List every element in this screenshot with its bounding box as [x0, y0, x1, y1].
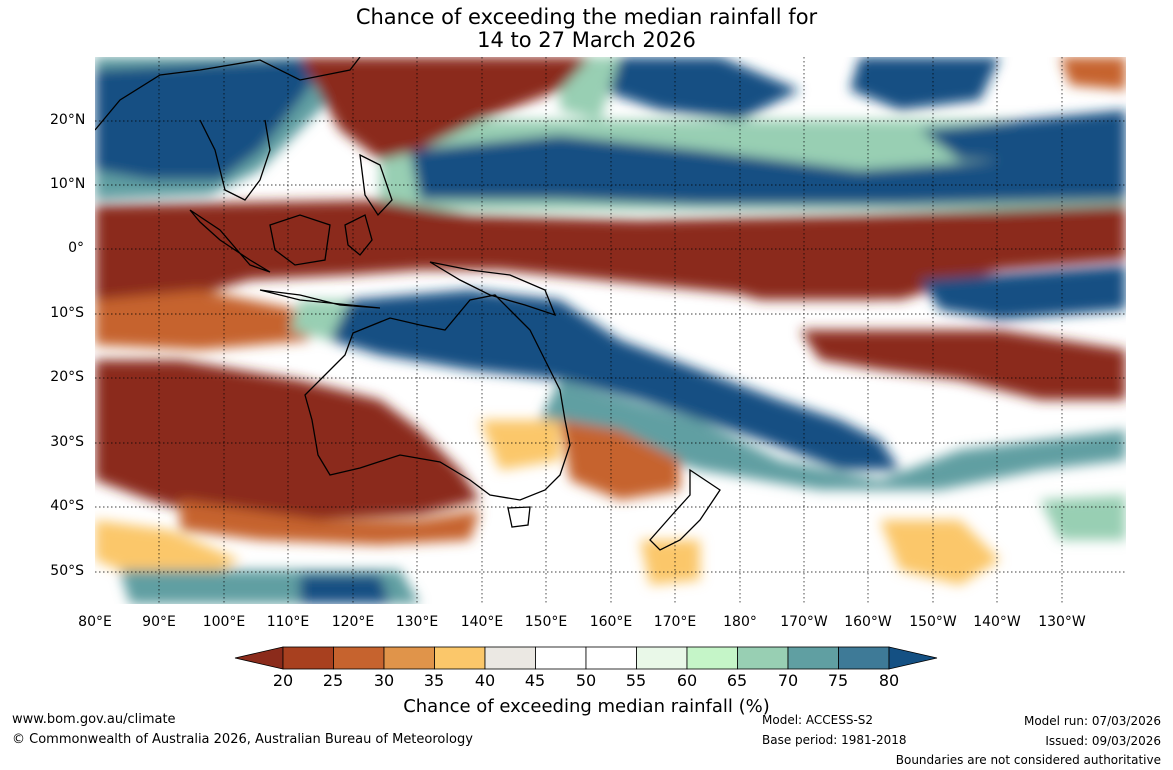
lat-label-50s: 50°S — [50, 563, 84, 579]
colorbar-extend-high — [888, 646, 938, 670]
lon-label-160w: 160°W — [844, 614, 892, 630]
lon-label-130e: 130°E — [395, 614, 439, 630]
boundaries-disclaimer: Boundaries are not considered authoritat… — [895, 753, 1161, 767]
lon-label-140e: 140°E — [460, 614, 504, 630]
lon-label-120e: 120°E — [331, 614, 375, 630]
colorbar-tick-45: 45 — [524, 671, 546, 690]
colorbar-tick-80: 80 — [878, 671, 900, 690]
base-period: Base period: 1981-2018 — [762, 733, 907, 747]
colorbar-swatch — [282, 646, 334, 670]
lon-label-140w: 140°W — [973, 614, 1021, 630]
colorbar-swatch — [737, 646, 789, 670]
colorbar-swatch — [535, 646, 587, 670]
colorbar-tick-75: 75 — [827, 671, 849, 690]
lat-label-20s: 20°S — [50, 369, 84, 385]
colorbar-tick-55: 55 — [625, 671, 647, 690]
colorbar-swatch — [636, 646, 688, 670]
colorbar-tick-65: 65 — [726, 671, 748, 690]
copyright-text: © Commonwealth of Australia 2026, Austra… — [12, 732, 473, 747]
lon-label-150e: 150°E — [524, 614, 568, 630]
lat-label-40s: 40°S — [50, 498, 84, 514]
colorbar-swatch — [333, 646, 385, 670]
lat-label-20n: 20°N — [50, 112, 86, 128]
website-url[interactable]: www.bom.gov.au/climate — [12, 712, 176, 727]
lon-label-180: 180° — [723, 614, 757, 630]
lon-label-90e: 90°E — [142, 614, 176, 630]
lon-label-160e: 160°E — [589, 614, 633, 630]
colorbar-swatch — [787, 646, 839, 670]
map-title-line2: 14 to 27 March 2026 — [477, 28, 696, 52]
colorbar-tick-50: 50 — [575, 671, 597, 690]
colorbar-tick-25: 25 — [322, 671, 344, 690]
lat-label-10n: 10°N — [50, 176, 86, 192]
colorbar-extend-low — [234, 646, 284, 670]
lat-label-10s: 10°S — [50, 305, 84, 321]
colorbar-tick-60: 60 — [676, 671, 698, 690]
lon-label-110e: 110°E — [266, 614, 310, 630]
colorbar-swatch — [838, 646, 890, 670]
rainfall-probability-map — [95, 57, 1126, 604]
issued-date: Issued: 09/03/2026 — [1045, 734, 1161, 748]
colorbar-swatch — [484, 646, 536, 670]
lon-label-150w: 150°W — [909, 614, 957, 630]
colorbar-swatch — [686, 646, 738, 670]
colorbar-label: Chance of exceeding median rainfall (%) — [403, 696, 770, 717]
colorbar-swatch — [585, 646, 637, 670]
colorbar-tick-40: 40 — [474, 671, 496, 690]
colorbar-tick-35: 35 — [423, 671, 445, 690]
colorbar-tick-30: 30 — [373, 671, 395, 690]
lat-label-30s: 30°S — [50, 434, 84, 450]
lon-label-170w: 170°W — [780, 614, 828, 630]
coastlines — [95, 57, 721, 551]
lon-label-130w: 130°W — [1038, 614, 1086, 630]
lat-label-0: 0° — [68, 240, 84, 256]
lon-label-170e: 170°E — [653, 614, 697, 630]
colorbar-swatch — [383, 646, 435, 670]
colorbar-swatch — [434, 646, 486, 670]
lon-label-100e: 100°E — [202, 614, 246, 630]
model-name: Model: ACCESS-S2 — [762, 713, 874, 727]
lon-label-80e: 80°E — [78, 614, 112, 630]
colorbar-tick-70: 70 — [777, 671, 799, 690]
graticule — [95, 57, 1126, 604]
map-title-line1: Chance of exceeding the median rainfall … — [355, 5, 818, 29]
model-run-date: Model run: 07/03/2026 — [1023, 714, 1161, 728]
colorbar-tick-20: 20 — [272, 671, 294, 690]
